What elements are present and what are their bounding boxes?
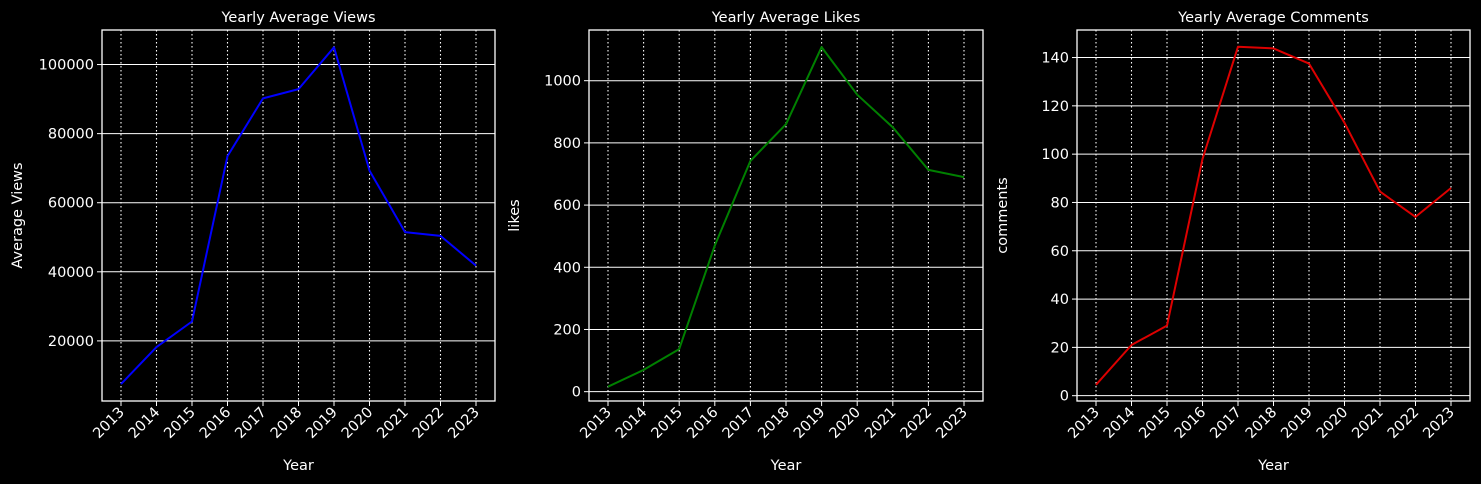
x-tick-label: 2023 — [933, 405, 970, 442]
x-tick-label: 2016 — [1172, 405, 1209, 442]
chart-panel-1: 2000040000600008000010000020132014201520… — [10, 10, 496, 474]
x-tick-label: 2018 — [268, 405, 305, 442]
x-tick-label: 2017 — [720, 405, 757, 442]
y-tick-label: 600 — [553, 198, 581, 214]
chart-title: Yearly Average Likes — [711, 10, 861, 26]
x-tick-label: 2019 — [1278, 405, 1315, 442]
y-tick-label: 400 — [553, 260, 581, 276]
x-tick-label: 2017 — [1207, 405, 1244, 442]
chart-panel-3: 0204060801001201402013201420152016201720… — [995, 10, 1471, 474]
y-tick-label: 100 — [1041, 147, 1069, 163]
x-tick-label: 2020 — [1314, 405, 1351, 442]
series-line — [120, 46, 477, 385]
axes-frame — [1076, 29, 1471, 402]
y-tick-label: 60 — [1051, 244, 1069, 260]
x-tick-label: 2022 — [410, 405, 447, 442]
x-tick-label: 2020 — [827, 405, 864, 442]
y-tick-label: 200 — [553, 322, 581, 338]
x-tick-label: 2023 — [445, 405, 482, 442]
y-tick-label: 140 — [1041, 51, 1069, 67]
x-tick-label: 2015 — [161, 405, 198, 442]
y-tick-label: 20 — [1051, 340, 1069, 356]
y-tick-label: 120 — [1041, 99, 1069, 115]
x-tick-label: 2015 — [649, 405, 686, 442]
x-tick-label: 2018 — [1243, 405, 1280, 442]
x-tick-label: 2013 — [90, 405, 127, 442]
axes-frame — [588, 29, 984, 402]
series-line — [607, 46, 965, 388]
x-axis-label: Year — [1257, 458, 1289, 474]
y-axis-label: comments — [995, 177, 1011, 253]
y-axis-label: likes — [507, 199, 523, 231]
axes-frame — [101, 29, 496, 402]
x-tick-label: 2022 — [1385, 405, 1422, 442]
y-tick-label: 80000 — [48, 127, 94, 143]
y-tick-label: 100000 — [39, 58, 94, 74]
y-tick-label: 800 — [553, 136, 581, 152]
x-tick-label: 2013 — [577, 405, 614, 442]
x-axis-label: Year — [770, 458, 802, 474]
x-tick-label: 2014 — [126, 405, 163, 442]
chart-panel-2: 0200400600800100020132014201520162017201… — [507, 10, 984, 474]
x-tick-label: 2019 — [303, 405, 340, 442]
x-tick-label: 2022 — [898, 405, 935, 442]
x-tick-label: 2021 — [862, 405, 899, 442]
y-tick-label: 40000 — [48, 265, 94, 281]
x-tick-label: 2014 — [613, 405, 650, 442]
x-tick-label: 2021 — [1349, 405, 1386, 442]
x-tick-label: 2017 — [232, 405, 269, 442]
y-tick-label: 0 — [1060, 389, 1069, 405]
y-tick-label: 60000 — [48, 196, 94, 212]
y-tick-label: 40 — [1051, 292, 1069, 308]
x-axis-label: Year — [282, 458, 314, 474]
chart-title: Yearly Average Comments — [1177, 10, 1369, 26]
x-tick-label: 2015 — [1136, 405, 1173, 442]
x-tick-label: 2016 — [197, 405, 234, 442]
y-tick-label: 1000 — [544, 74, 581, 90]
y-axis-label: Average Views — [10, 162, 26, 268]
y-tick-label: 20000 — [48, 334, 94, 350]
y-tick-label: 0 — [572, 385, 581, 401]
x-tick-label: 2023 — [1420, 405, 1457, 442]
x-tick-label: 2013 — [1065, 405, 1102, 442]
series-line — [1095, 45, 1452, 386]
y-tick-label: 80 — [1051, 195, 1069, 211]
chart-title: Yearly Average Views — [220, 10, 375, 26]
x-tick-label: 2014 — [1101, 405, 1138, 442]
x-tick-label: 2016 — [684, 405, 721, 442]
x-tick-label: 2019 — [791, 405, 828, 442]
x-tick-label: 2020 — [339, 405, 376, 442]
x-tick-label: 2018 — [755, 405, 792, 442]
x-tick-label: 2021 — [374, 405, 411, 442]
